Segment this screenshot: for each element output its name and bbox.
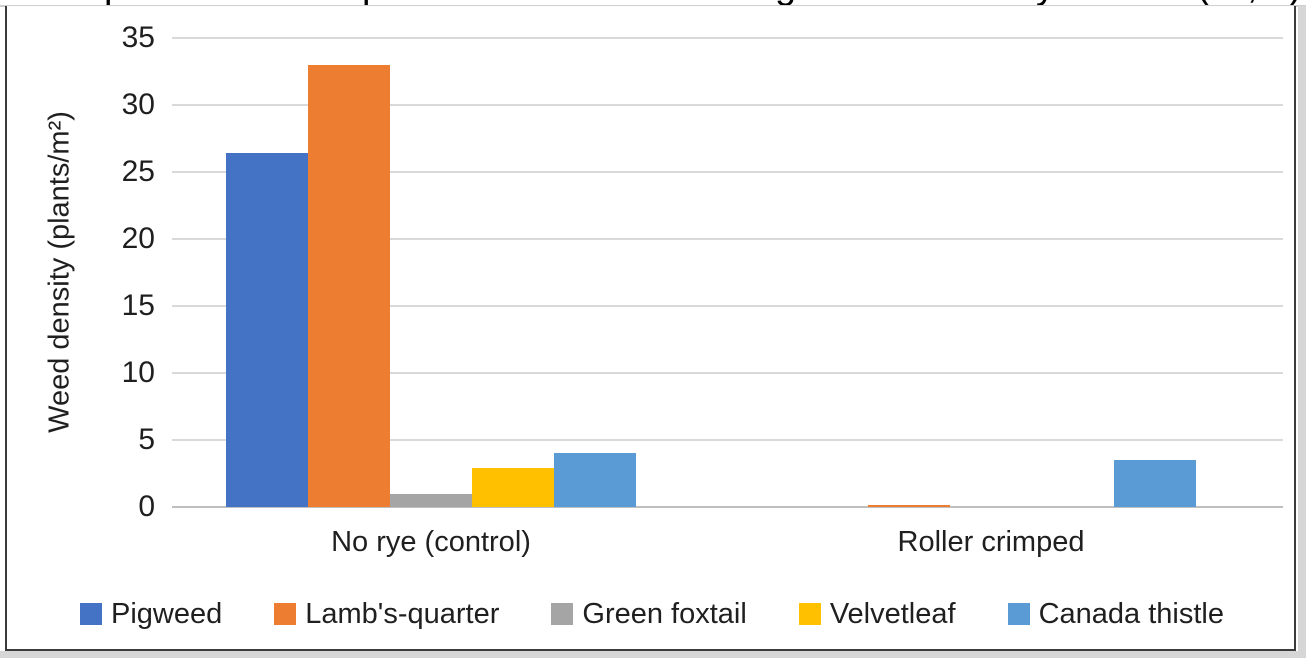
legend-swatch	[80, 603, 103, 625]
category-label: No rye (control)	[331, 526, 531, 558]
y-axis-title: Weed density (plants/m²)	[44, 111, 77, 433]
y-axis-title-text: Weed density (plants/m²)	[43, 111, 76, 433]
chart-frame-border	[5, 6, 1296, 651]
legend-label: Pigweed	[111, 598, 223, 630]
bar-green-foxtail	[390, 494, 472, 507]
gridline	[172, 171, 1283, 173]
outer-background-right	[1298, 6, 1306, 651]
legend-label: Canada thistle	[1038, 598, 1224, 630]
bar-lamb-s-quarter	[868, 505, 950, 507]
bar-canada-thistle	[554, 453, 636, 507]
bar-lamb-s-quarter	[308, 65, 390, 507]
cropped-title-fragment: p	[104, 0, 125, 5]
gridline	[172, 372, 1283, 374]
legend-swatch	[1007, 603, 1030, 625]
legend: Pigweed Lamb's-quarter Green foxtail Velvet…	[8, 595, 1296, 633]
gridline	[172, 104, 1283, 106]
cropped-title-strip: p p g y (,)	[0, 0, 1306, 6]
legend-item: Velvetleaf	[798, 598, 956, 630]
legend-label: Lamb's-quarter	[305, 598, 500, 630]
cropped-title-fragment: g	[775, 0, 796, 5]
legend-label: Velvetleaf	[829, 598, 956, 630]
x-axis-line	[172, 506, 1283, 508]
gridline	[172, 37, 1283, 39]
category-label: Roller crimped	[897, 526, 1085, 558]
cropped-title-fragment: )	[1289, 0, 1302, 5]
y-tick-label: 0	[138, 490, 155, 523]
cropped-title-fragment: ,	[1247, 0, 1258, 5]
y-tick-label: 10	[121, 356, 155, 389]
bar-pigweed	[226, 153, 308, 507]
plot-area	[172, 37, 1283, 508]
y-tick-label: 35	[121, 21, 155, 54]
legend-item: Pigweed	[80, 598, 222, 630]
y-tick-label: 25	[121, 155, 155, 188]
legend-label: Green foxtail	[582, 598, 747, 630]
gridline	[172, 439, 1283, 441]
cropped-title-fragment: y	[1036, 0, 1055, 5]
y-tick-label: 20	[121, 222, 155, 255]
outer-background-bottom	[0, 651, 1306, 658]
cropped-title-fragment: p	[362, 0, 383, 5]
y-tick-label: 30	[121, 88, 155, 121]
legend-swatch	[551, 603, 574, 625]
legend-swatch	[798, 603, 821, 625]
bar-canada-thistle	[1114, 460, 1196, 507]
legend-swatch	[274, 603, 297, 625]
y-tick-label: 15	[121, 289, 155, 322]
y-tick-label: 5	[138, 423, 155, 456]
bar-velvetleaf	[472, 468, 554, 507]
legend-item: Green foxtail	[551, 598, 747, 630]
legend-item: Lamb's-quarter	[274, 598, 499, 630]
gridline	[172, 238, 1283, 240]
gridline	[172, 305, 1283, 307]
legend-item: Canada thistle	[1007, 598, 1224, 630]
cropped-title-fragment: (	[1197, 0, 1210, 5]
